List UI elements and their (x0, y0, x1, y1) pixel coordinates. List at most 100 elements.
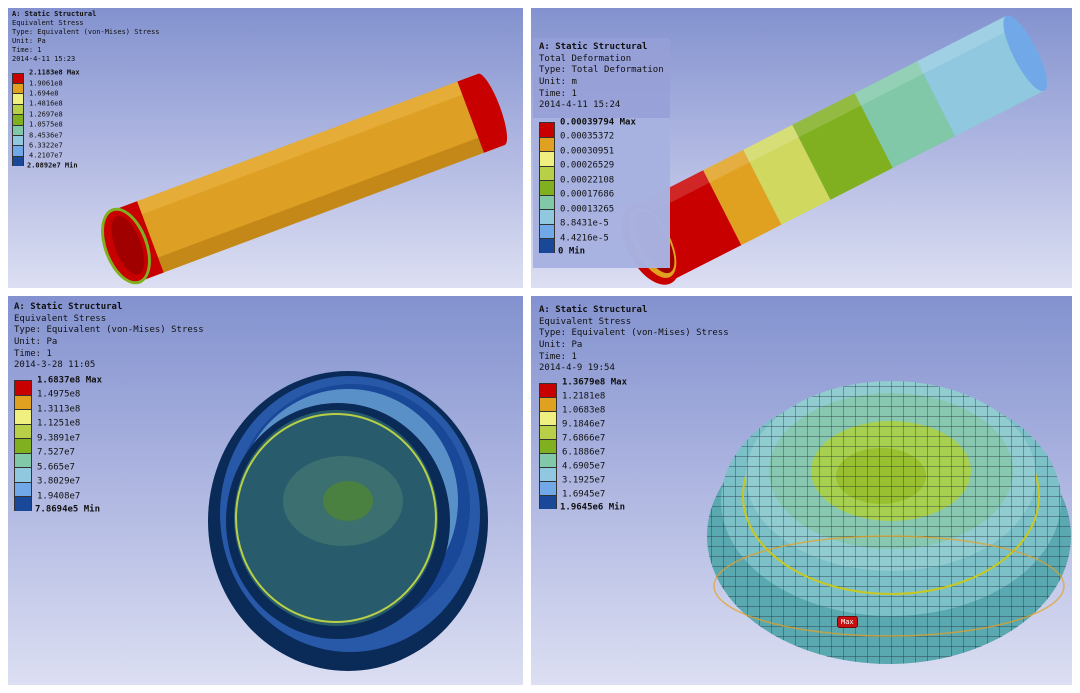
info-result: Equivalent Stress (12, 19, 84, 28)
legend-row: 2.0892e7 Min (12, 161, 160, 175)
color-legend: 2.1183e8 Max 1.9061e8 1.694e8 1.4816e8 1.269… (12, 69, 160, 176)
legend-row: 0.00017686 (539, 189, 664, 210)
legend-label: 1.2697e8 (29, 110, 63, 119)
info-time: Time: 1 (14, 348, 52, 359)
legend-row: 0 Min (539, 246, 664, 265)
legend-label: 1.4975e8 (37, 389, 81, 400)
result-info: A: Static Structural Total Deformation Typ… (533, 38, 670, 269)
legend-swatch (14, 452, 32, 468)
legend-row: 6.1886e7 (539, 448, 729, 468)
legend-label: 6.1886e7 (562, 447, 606, 458)
legend-row: 7.8694e5 Min (14, 504, 204, 523)
legend-row: 4.6905e7 (539, 462, 729, 482)
legend-label: 8.4536e7 (29, 130, 63, 139)
legend-label: 1.694e8 (29, 89, 59, 98)
legend-label: 1.1251e8 (37, 418, 81, 429)
info-date: 2014-4-9 19:54 (539, 363, 615, 374)
legend-swatch (14, 467, 32, 482)
legend-row: 1.3679e8 Max (539, 378, 729, 398)
color-legend: 0.00039794 Max 0.00035372 0.00030951 0.0002… (533, 117, 670, 269)
legend-row: 4.2107e7 (12, 152, 160, 167)
info-date: 2014-4-11 15:24 (539, 100, 621, 111)
legend-swatch (539, 122, 555, 137)
ring-stress-model (208, 371, 488, 671)
legend-row: 0.00035372 (539, 131, 664, 152)
legend-label: 1.0575e8 (29, 120, 63, 129)
legend-label: 1.3113e8 (37, 403, 81, 414)
legend-row: 0.00013265 (539, 204, 664, 224)
legend-swatch (539, 495, 557, 510)
legend-label: 1.6837e8 Max (37, 374, 103, 385)
legend-swatch (539, 165, 555, 181)
legend-swatch (14, 409, 32, 424)
legend-row: 1.4816e8 (12, 100, 160, 115)
legend-swatch (12, 93, 24, 104)
info-title: A: Static Structural (539, 42, 648, 52)
legend-swatch (539, 209, 555, 224)
legend-label: 1.3679e8 Max (562, 377, 628, 388)
legend-label: 7.527e7 (37, 447, 75, 458)
info-time: Time: 1 (539, 88, 577, 99)
legend-label: 0.00026529 (560, 160, 615, 171)
legend-label: 1.9061e8 (29, 78, 63, 87)
legend-swatch (12, 155, 24, 167)
legend-swatch (539, 453, 557, 468)
legend-swatch (539, 439, 557, 454)
legend-swatch (12, 72, 24, 83)
info-type: Type: Equivalent (von-Mises) Stress (539, 328, 729, 339)
legend-row: 1.2697e8 (12, 110, 160, 125)
legend-label: 2.0892e7 Min (27, 161, 78, 170)
legend-label: 0.00013265 (560, 203, 615, 214)
info-time: Time: 1 (539, 351, 577, 362)
legend-label: 1.6945e7 (562, 489, 606, 500)
color-legend: 1.6837e8 Max 1.4975e8 1.3113e8 1.1251e8 9.38… (14, 375, 204, 523)
legend-row: 1.694e8 (12, 89, 160, 104)
info-type: Type: Total Deformation (539, 65, 664, 76)
legend-label: 4.2107e7 (29, 151, 63, 160)
legend-swatch (14, 438, 32, 453)
legend-row: 1.9408e7 (14, 491, 204, 511)
info-unit: Unit: Pa (14, 337, 58, 348)
panel-pipe-stress: A: Static Structural Equivalent Stress Typ… (8, 8, 523, 288)
max-location-tag: Max (837, 616, 858, 628)
legend-swatch (539, 425, 557, 440)
legend-row: 7.527e7 (14, 447, 204, 468)
legend-label: 1.9645e6 Min (560, 502, 626, 513)
legend-swatch (539, 383, 557, 398)
legend-swatch (14, 481, 32, 497)
info-result: Total Deformation (539, 53, 632, 64)
legend-row: 1.9645e6 Min (539, 503, 729, 521)
legend-row: 1.3113e8 (14, 404, 204, 424)
info-type: Type: Equivalent (von-Mises) Stress (14, 325, 204, 336)
info-title: A: Static Structural (539, 305, 648, 315)
legend-label: 0.00017686 (560, 189, 615, 200)
legend-swatch (539, 194, 555, 210)
legend-swatch (539, 467, 557, 482)
legend-label: 0.00039794 Max (560, 116, 636, 127)
legend-swatch (12, 114, 24, 125)
legend-label: 0 Min (558, 245, 586, 256)
legend-label: 1.4816e8 (29, 99, 63, 108)
legend-swatch (539, 397, 557, 412)
legend-swatch (539, 238, 555, 253)
legend-row: 9.3891e7 (14, 433, 204, 453)
legend-swatch (12, 134, 24, 146)
legend-row: 1.6837e8 Max (14, 375, 204, 395)
legend-label: 0.00022108 (560, 174, 615, 185)
legend-swatch (12, 145, 24, 156)
legend-row: 7.6866e7 (539, 434, 729, 454)
legend-label: 3.1925e7 (562, 475, 606, 486)
legend-row: 0.00039794 Max (539, 117, 664, 137)
info-type: Type: Equivalent (von-Mises) Stress (12, 28, 160, 37)
result-info: A: Static Structural Equivalent Stress Typ… (12, 10, 160, 175)
info-time: Time: 1 (12, 46, 42, 55)
panel-dish-stress: A: Static Structural Equivalent Stress Typ… (531, 296, 1072, 685)
legend-label: 7.6866e7 (562, 433, 606, 444)
info-unit: Unit: Pa (12, 37, 46, 46)
legend-swatch (539, 180, 555, 195)
legend-row: 5.665e7 (14, 462, 204, 482)
legend-row: 1.0683e8 (539, 406, 729, 426)
legend-label: 0.00030951 (560, 145, 615, 156)
legend-label: 0.00035372 (560, 131, 615, 142)
legend-row: 0.00022108 (539, 175, 664, 195)
